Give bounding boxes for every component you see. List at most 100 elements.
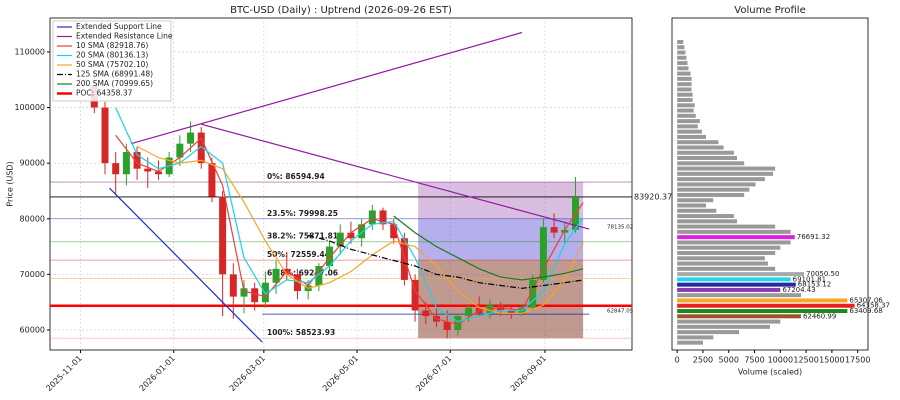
volume-highlight-label: 62460.99 — [803, 312, 836, 320]
volume-bar — [677, 50, 686, 55]
legend-label: 10 SMA (82918.76) — [76, 41, 148, 50]
volume-bar — [677, 171, 774, 176]
legend-label: Extended Resistance Line — [76, 32, 173, 41]
volume-bar — [677, 71, 691, 76]
fib-label: 23.5%: 79998.25 — [267, 209, 338, 218]
volume-highlight-bar — [677, 272, 805, 277]
y-tick-label: 90000 — [20, 159, 45, 168]
x-tick-label: 2026-03-01 — [228, 354, 267, 393]
candle-body — [144, 168, 152, 172]
candle-body — [315, 266, 323, 286]
volume-bar — [677, 340, 703, 345]
candle-body — [390, 224, 398, 239]
candle-body — [368, 210, 376, 225]
candle-body — [347, 232, 355, 239]
candle-body — [272, 268, 280, 283]
x-tick-label: 17500 — [845, 356, 870, 365]
volume-bar — [677, 219, 737, 224]
fib-label: 38.2%: 75871.81 — [267, 232, 338, 241]
volume-bar — [677, 330, 740, 335]
volume-bar — [677, 76, 692, 81]
legend-label: 50 SMA (75702.10) — [76, 60, 148, 69]
candle-body — [197, 132, 205, 164]
volume-highlight-label: 65307.06 — [849, 296, 883, 304]
volume-bar — [677, 124, 698, 129]
sma-line — [115, 107, 584, 323]
volume-bar — [677, 156, 737, 161]
volume-highlight-label: 70050.50 — [806, 270, 839, 278]
legend-label: 125 SMA (68991.48) — [76, 70, 153, 79]
candle-body — [112, 163, 120, 175]
candle-body — [122, 152, 130, 175]
volume-bar — [677, 61, 688, 66]
x-tick-label: 2026-01-01 — [138, 354, 177, 393]
trend-line — [201, 123, 590, 230]
volume-bar — [677, 229, 791, 234]
candle-body — [529, 279, 537, 308]
volume-bar — [677, 261, 768, 266]
chart-title: BTC-USD (Daily) : Uptrend (2026-09-26 ES… — [230, 5, 452, 16]
legend-box — [52, 20, 172, 102]
volume-bar — [677, 319, 781, 324]
volume-bar — [677, 245, 781, 250]
volume-bar — [677, 145, 724, 150]
volume-highlight-label: 64358.37 — [857, 302, 890, 310]
candle-body — [561, 229, 569, 233]
volume-bar — [677, 324, 770, 329]
volume-bar — [677, 224, 776, 229]
candle-body — [443, 321, 451, 330]
fib-zone — [418, 260, 584, 339]
resistance-end-label: 78135.02 — [607, 225, 633, 231]
current-price-label: 83920.37 — [634, 192, 672, 201]
volume-highlight-bar — [677, 314, 801, 319]
candle-body — [411, 279, 419, 311]
candle-body — [336, 232, 344, 247]
fib-zone — [418, 182, 584, 219]
legend-label: 200 SMA (70999.65) — [76, 79, 153, 88]
volume-bar — [677, 293, 801, 298]
x-tick-label: 5000 — [719, 356, 739, 365]
volume-bar — [677, 87, 692, 92]
volume-bar — [677, 55, 687, 60]
volume-bar — [677, 240, 791, 245]
volume-bar — [677, 250, 776, 255]
volume-bar — [677, 208, 717, 213]
volume-highlight-label: 68153.12 — [798, 281, 831, 289]
volume-bar — [677, 203, 707, 208]
volume-title: Volume Profile — [734, 5, 805, 16]
y-axis-label: Price (USD) — [6, 161, 15, 206]
y-tick-label: 60000 — [20, 325, 45, 334]
trend-line — [109, 187, 263, 343]
candle-body — [326, 246, 334, 267]
sma-line — [393, 215, 584, 281]
x-tick-label: 10000 — [768, 356, 793, 365]
volume-highlight-bar — [677, 303, 855, 308]
fib-label: 61.8%: 69247.06 — [267, 269, 338, 278]
volume-bar — [677, 214, 734, 219]
fib-label: 50%: 72559.44 — [267, 250, 330, 259]
volume-bar — [677, 192, 745, 197]
volume-bar — [677, 140, 719, 145]
volume-highlight-bar — [677, 282, 796, 287]
x-tick-label: 15000 — [819, 356, 844, 365]
candle-body — [219, 196, 227, 275]
volume-highlight-label: 63409.68 — [849, 307, 882, 315]
y-tick-label: 110000 — [14, 47, 45, 56]
y-tick-label: 80000 — [20, 214, 45, 223]
x-tick-label: 2500 — [693, 356, 713, 365]
legend-label: POC: 64358.37 — [76, 89, 133, 98]
x-tick-label: 2026-05-01 — [321, 354, 360, 393]
x-tick-label: 2025-11-01 — [44, 354, 83, 393]
candle-body — [154, 171, 162, 175]
candle-body — [187, 132, 195, 144]
sma-line — [308, 234, 584, 289]
range-low-label: 62847.05 — [607, 309, 634, 315]
x-tick-label: 7500 — [744, 356, 764, 365]
volume-bar — [677, 177, 765, 182]
volume-bar — [677, 161, 745, 166]
volume-bar — [677, 113, 696, 118]
candle-body — [454, 316, 462, 330]
candle-body — [550, 227, 558, 233]
